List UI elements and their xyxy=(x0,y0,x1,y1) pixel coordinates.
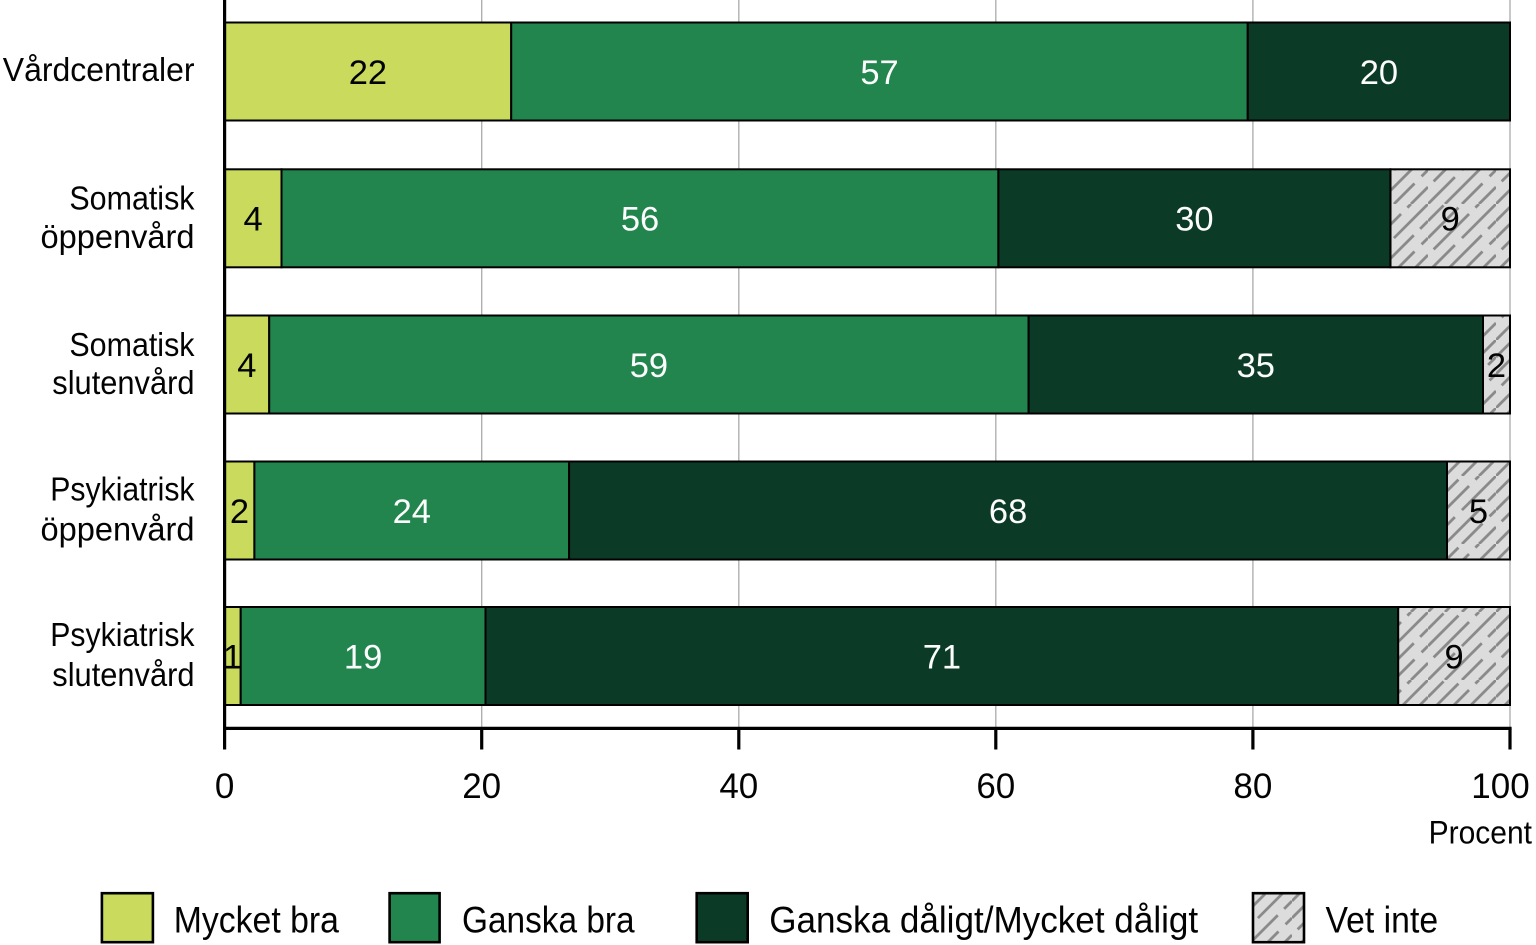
svg-text:20: 20 xyxy=(1360,54,1398,92)
svg-text:2: 2 xyxy=(230,493,249,531)
svg-text:Ganska bra: Ganska bra xyxy=(462,899,635,941)
svg-text:2: 2 xyxy=(1487,347,1506,385)
svg-text:slutenvård: slutenvård xyxy=(52,365,194,402)
svg-text:Somatisk: Somatisk xyxy=(69,181,194,218)
svg-text:80: 80 xyxy=(1233,767,1272,806)
svg-text:57: 57 xyxy=(860,54,898,92)
svg-text:1: 1 xyxy=(223,638,242,676)
svg-text:5: 5 xyxy=(1469,493,1488,531)
svg-text:Psykiatrisk: Psykiatrisk xyxy=(50,617,194,654)
svg-text:4: 4 xyxy=(237,347,256,385)
svg-text:0: 0 xyxy=(215,767,234,806)
svg-text:20: 20 xyxy=(462,767,501,806)
svg-text:Somatisk: Somatisk xyxy=(69,327,194,364)
svg-text:Mycket bra: Mycket bra xyxy=(174,899,339,941)
svg-text:71: 71 xyxy=(923,638,961,676)
svg-text:60: 60 xyxy=(976,767,1015,806)
svg-text:9: 9 xyxy=(1445,638,1464,676)
svg-text:19: 19 xyxy=(344,638,382,676)
svg-text:Vet inte: Vet inte xyxy=(1326,899,1439,941)
svg-text:4: 4 xyxy=(244,201,263,239)
svg-text:Vårdcentraler: Vårdcentraler xyxy=(3,52,195,89)
svg-text:Psykiatrisk: Psykiatrisk xyxy=(50,472,194,509)
svg-text:35: 35 xyxy=(1237,347,1275,385)
svg-text:öppenvård: öppenvård xyxy=(41,511,195,548)
svg-text:öppenvård: öppenvård xyxy=(41,219,195,256)
svg-text:Ganska dåligt/Mycket dåligt: Ganska dåligt/Mycket dåligt xyxy=(769,899,1199,941)
svg-text:30: 30 xyxy=(1175,201,1213,239)
svg-text:Procent: Procent xyxy=(1429,815,1532,851)
svg-text:slutenvård: slutenvård xyxy=(52,657,194,694)
svg-text:100: 100 xyxy=(1471,767,1529,806)
svg-text:68: 68 xyxy=(989,493,1027,531)
svg-text:9: 9 xyxy=(1441,201,1460,239)
svg-text:40: 40 xyxy=(719,767,758,806)
svg-text:59: 59 xyxy=(630,347,668,385)
svg-text:56: 56 xyxy=(621,201,659,239)
svg-text:24: 24 xyxy=(393,493,431,531)
svg-text:22: 22 xyxy=(349,54,387,92)
